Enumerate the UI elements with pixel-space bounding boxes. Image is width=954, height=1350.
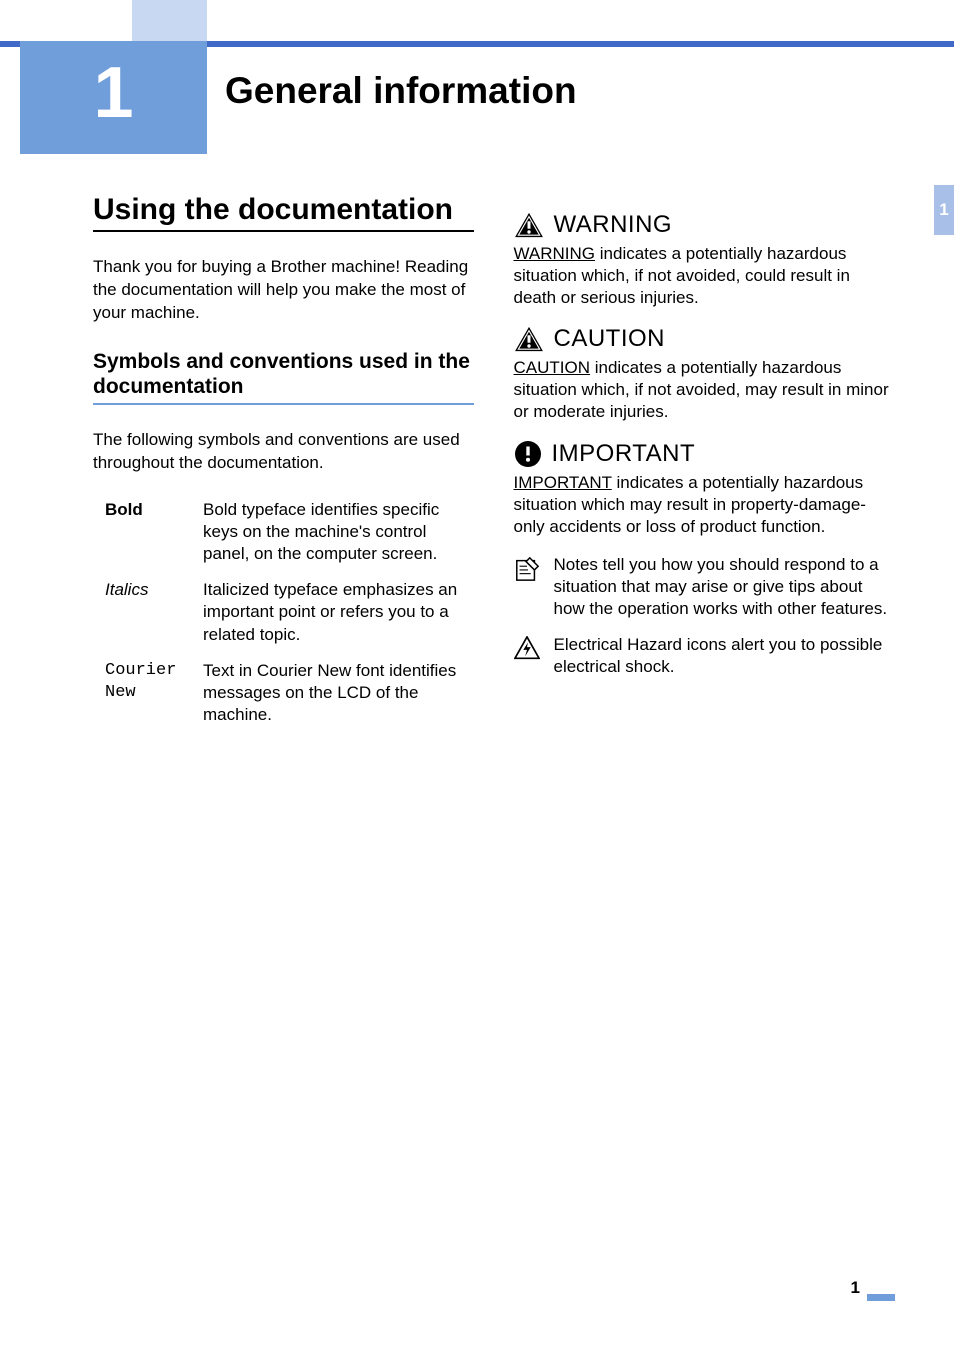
def-term-bold: Bold bbox=[105, 499, 203, 565]
note-text: Electrical Hazard icons alert you to pos… bbox=[554, 634, 895, 678]
alert-title: WARNING bbox=[554, 211, 673, 239]
side-tab: 1 bbox=[934, 185, 954, 235]
alert-body: CAUTION indicates a potentially hazardou… bbox=[514, 357, 895, 423]
right-column: WARNING WARNING indicates a potentially … bbox=[514, 193, 895, 740]
alert-lead: WARNING bbox=[514, 244, 596, 263]
alert-important: IMPORTANT IMPORTANT indicates a potentia… bbox=[514, 440, 895, 538]
def-desc: Bold typeface identifies specific keys o… bbox=[203, 499, 474, 565]
alert-caution: CAUTION CAUTION indicates a potentially … bbox=[514, 325, 895, 423]
definition-row: Courier New Text in Courier New font ide… bbox=[105, 660, 474, 726]
chapter-title: General information bbox=[225, 70, 577, 112]
subheading-rule bbox=[93, 403, 474, 405]
warning-triangle-icon bbox=[514, 212, 544, 238]
important-circle-icon bbox=[514, 440, 542, 468]
definition-row: Bold Bold typeface identifies specific k… bbox=[105, 499, 474, 565]
alert-lead: IMPORTANT bbox=[514, 473, 612, 492]
section-heading: Using the documentation bbox=[93, 193, 474, 226]
heading-rule bbox=[93, 230, 474, 232]
definitions-list: Bold Bold typeface identifies specific k… bbox=[105, 499, 474, 726]
alert-lead: CAUTION bbox=[514, 358, 591, 377]
warning-triangle-icon bbox=[514, 326, 544, 352]
note-row: Notes tell you how you should respond to… bbox=[514, 554, 895, 620]
subsection-heading: Symbols and conventions used in the docu… bbox=[93, 349, 474, 399]
def-term-italics: Italics bbox=[105, 579, 203, 645]
def-desc: Italicized typeface emphasizes an import… bbox=[203, 579, 474, 645]
chapter-number: 1 bbox=[93, 52, 133, 134]
left-column: Using the documentation Thank you for bu… bbox=[93, 193, 474, 740]
content-area: Using the documentation Thank you for bu… bbox=[93, 193, 894, 740]
page-number: 1 bbox=[851, 1278, 860, 1298]
def-desc: Text in Courier New font identifies mess… bbox=[203, 660, 474, 726]
alert-body: WARNING indicates a potentially hazardou… bbox=[514, 243, 895, 309]
intro-paragraph: Thank you for buying a Brother machine! … bbox=[93, 256, 474, 325]
electrical-hazard-icon bbox=[514, 636, 540, 662]
alert-warning: WARNING WARNING indicates a potentially … bbox=[514, 211, 895, 309]
note-row: Electrical Hazard icons alert you to pos… bbox=[514, 634, 895, 678]
def-term-courier: Courier New bbox=[105, 660, 203, 726]
header-light-block bbox=[132, 0, 207, 41]
alert-title: IMPORTANT bbox=[552, 440, 696, 468]
note-icon bbox=[514, 556, 540, 582]
alert-body: IMPORTANT indicates a potentially hazard… bbox=[514, 472, 895, 538]
chapter-badge: 1 bbox=[20, 41, 207, 154]
sub-intro-paragraph: The following symbols and conventions ar… bbox=[93, 429, 474, 475]
alert-title: CAUTION bbox=[554, 325, 666, 353]
note-text: Notes tell you how you should respond to… bbox=[554, 554, 895, 620]
page-tick bbox=[867, 1294, 895, 1301]
definition-row: Italics Italicized typeface emphasizes a… bbox=[105, 579, 474, 645]
